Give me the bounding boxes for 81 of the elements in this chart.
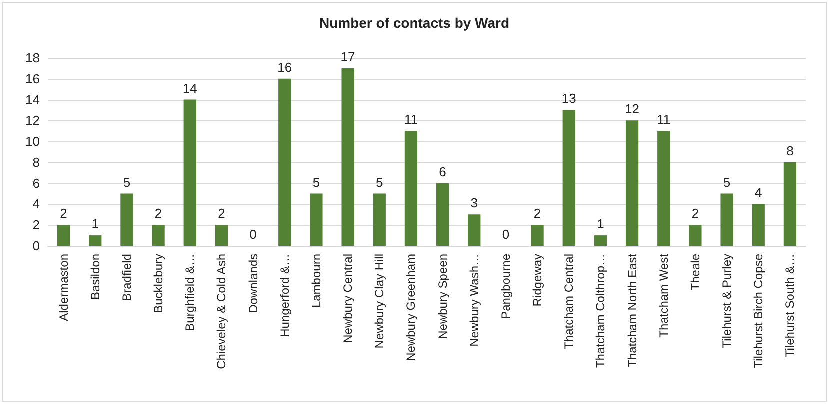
bar <box>436 183 450 246</box>
x-tick-label: Chieveley & Cold Ash <box>214 254 229 370</box>
bar <box>562 110 576 246</box>
x-tick-label: Theale <box>688 254 702 291</box>
x-tick-label: Pangbourne <box>498 254 513 320</box>
data-label: 11 <box>657 112 671 128</box>
bar <box>89 236 102 246</box>
x-tick-label: Ridgeway <box>530 254 545 307</box>
data-label: 2 <box>154 206 162 222</box>
bar <box>689 225 702 246</box>
bar <box>658 131 670 246</box>
bar <box>373 194 386 246</box>
y-tick-label: 18 <box>26 50 40 66</box>
data-label: 8 <box>786 143 794 158</box>
bar <box>278 78 292 246</box>
data-label: 5 <box>312 174 320 190</box>
y-tick-label: 8 <box>32 154 40 170</box>
x-tick-label: Tilehurst South &… <box>783 254 798 358</box>
data-label: 2 <box>60 206 68 222</box>
data-label: 6 <box>439 164 446 180</box>
data-label: 12 <box>625 102 640 117</box>
bar <box>184 100 196 246</box>
data-label: 5 <box>723 174 731 190</box>
data-label: 17 <box>340 49 356 64</box>
bar <box>468 214 481 246</box>
x-tick-label: Thatcham North East <box>625 253 640 368</box>
data-label: 11 <box>404 112 418 128</box>
x-tick-label: Aldermaston <box>56 254 71 322</box>
x-tick-label: Downlands <box>246 254 260 314</box>
y-tick-label: 0 <box>32 238 40 254</box>
bar <box>626 120 639 246</box>
x-tick-label: Tilehurst & Purley <box>720 254 734 348</box>
data-label: 2 <box>692 206 700 222</box>
x-tick-label: Thatcham Central <box>562 254 576 350</box>
x-tick-label: Newbury Greenham <box>404 254 418 362</box>
bar <box>752 204 765 246</box>
x-tick-label: Thatcham Colthrop… <box>594 254 608 368</box>
y-tick-label: 4 <box>32 196 40 212</box>
bar <box>120 194 134 246</box>
bar <box>310 194 323 246</box>
data-label: 5 <box>123 174 131 190</box>
data-label: 3 <box>470 196 478 211</box>
x-tick-label: Tilehurst Birch Copse <box>752 254 766 368</box>
x-tick-label: Hungerford &… <box>278 254 292 338</box>
x-tick-label: Newbury Wash… <box>467 254 482 347</box>
x-tick-label: Basildon <box>88 254 102 300</box>
bar <box>215 225 228 246</box>
bar <box>784 162 797 246</box>
bar <box>720 194 734 246</box>
y-tick-label: 2 <box>32 218 40 233</box>
data-label: 13 <box>562 91 576 106</box>
x-tick-label: Thatcham West <box>656 253 671 338</box>
x-tick-label: Burghfield &… <box>183 254 198 332</box>
y-tick-label: 16 <box>26 71 40 86</box>
data-label: 0 <box>250 227 257 242</box>
data-label: 0 <box>502 227 510 242</box>
x-tick-label: Lambourn <box>309 254 324 308</box>
data-label: 5 <box>376 174 384 190</box>
y-tick-label: 14 <box>26 92 40 108</box>
bar <box>57 225 70 246</box>
data-label: 4 <box>755 185 762 200</box>
data-label: 16 <box>278 60 292 75</box>
x-tick-label: Bucklebury <box>152 254 166 314</box>
bar <box>404 131 418 246</box>
bar <box>342 68 354 246</box>
y-tick-label: 12 <box>26 113 40 128</box>
x-tick-label: Bradfield <box>120 254 134 302</box>
x-tick-label: Newbury Central <box>341 254 356 344</box>
data-label: 1 <box>597 216 604 232</box>
bar <box>531 225 544 246</box>
x-tick-label: Newbury Clay Hill <box>372 254 387 349</box>
data-label: 2 <box>218 206 226 222</box>
data-label: 2 <box>534 206 542 222</box>
y-tick-label: 6 <box>32 176 40 191</box>
data-label: 14 <box>182 80 198 96</box>
bar <box>152 225 165 246</box>
x-tick-label: Newbury Speen <box>436 254 450 340</box>
bar <box>594 236 608 246</box>
data-label: 1 <box>92 216 99 232</box>
chart-title: Number of contacts by Ward <box>319 15 510 31</box>
y-tick-label: 10 <box>26 134 40 150</box>
